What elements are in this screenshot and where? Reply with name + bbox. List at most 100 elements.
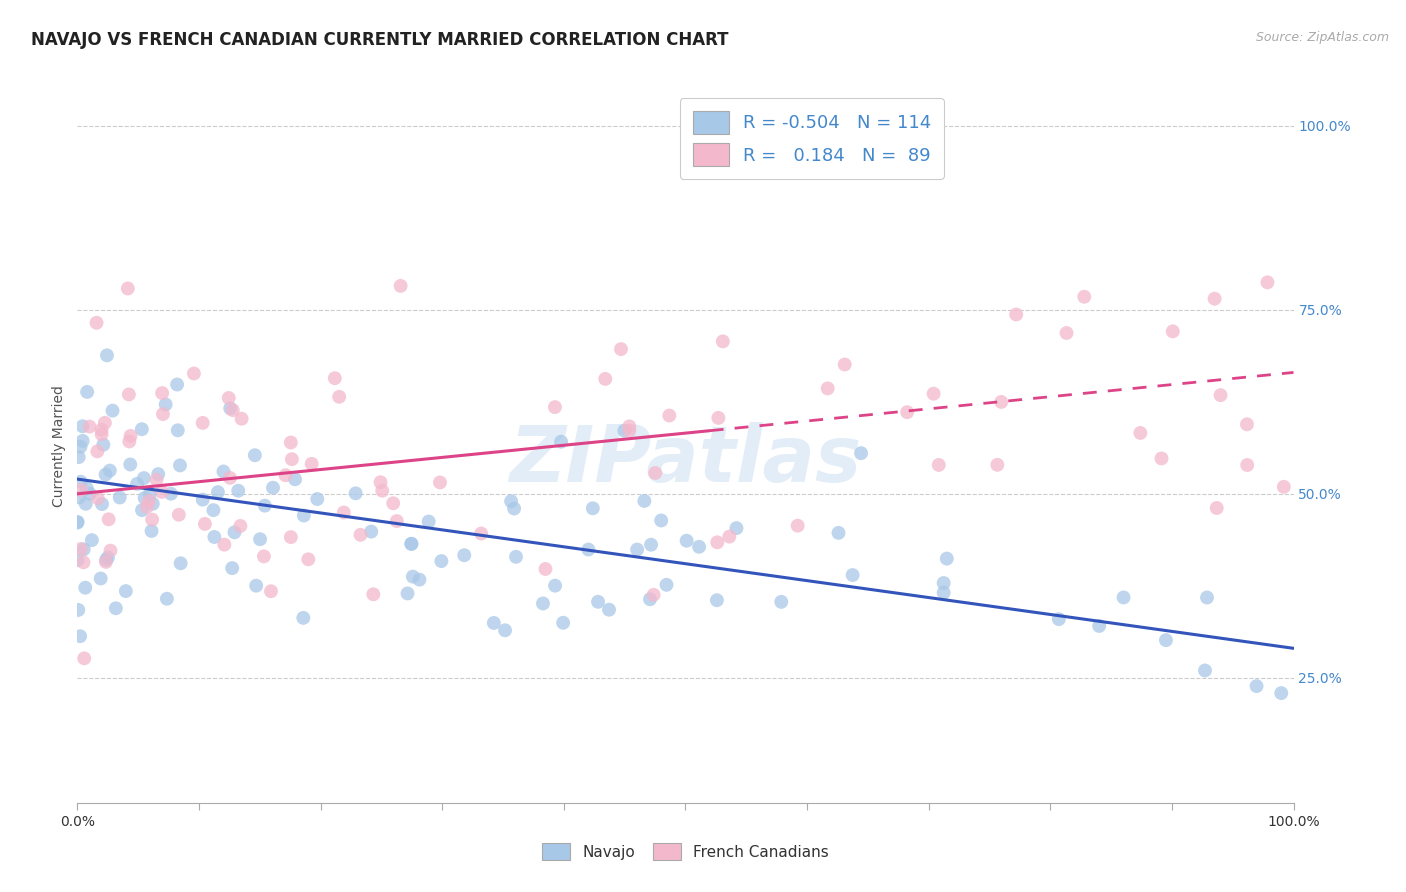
Point: [706, 535, 728, 549]
Point: [307, 491, 329, 506]
Point: [1246, 679, 1268, 693]
Point: [243, 448, 266, 462]
Point: [675, 533, 697, 548]
Point: [94, 416, 117, 430]
Point: [90, 423, 112, 437]
Point: [222, 403, 245, 417]
Point: [120, 429, 142, 443]
Point: [90, 572, 112, 586]
Point: [75, 581, 97, 595]
Point: [706, 593, 728, 607]
Point: [76, 384, 98, 399]
Point: [202, 530, 225, 544]
Point: [212, 465, 235, 479]
Point: [280, 435, 302, 450]
Point: [1236, 417, 1258, 432]
Point: [100, 543, 122, 558]
Point: [650, 514, 672, 528]
Point: [115, 584, 138, 599]
Point: [280, 530, 302, 544]
Point: [1195, 591, 1218, 605]
Text: NAVAJO VS FRENCH CANADIAN CURRENTLY MARRIED CORRELATION CHART: NAVAJO VS FRENCH CANADIAN CURRENTLY MARR…: [31, 31, 728, 49]
Point: [1129, 425, 1152, 440]
Point: [595, 372, 617, 386]
Point: [98, 464, 121, 478]
Point: [505, 549, 527, 564]
Point: [80, 533, 103, 548]
Point: [262, 481, 284, 495]
Point: [131, 503, 153, 517]
Point: [1204, 292, 1226, 306]
Point: [145, 473, 167, 487]
Point: [328, 390, 350, 404]
Point: [150, 485, 173, 500]
Point: [131, 422, 153, 436]
Point: [118, 387, 141, 401]
Point: [94, 555, 117, 569]
Point: [408, 573, 430, 587]
Point: [141, 524, 163, 538]
Point: [586, 595, 609, 609]
Point: [613, 424, 636, 438]
Point: [86, 444, 108, 458]
Point: [643, 588, 665, 602]
Point: [138, 494, 160, 508]
Point: [69, 440, 91, 454]
Point: [576, 542, 599, 557]
Point: [75, 497, 97, 511]
Point: [141, 513, 163, 527]
Legend: Navajo, French Canadians: Navajo, French Canadians: [536, 837, 835, 866]
Point: [1272, 480, 1295, 494]
Point: [385, 514, 408, 528]
Point: [655, 578, 678, 592]
Point: [633, 494, 655, 508]
Point: [827, 525, 849, 540]
Point: [292, 508, 315, 523]
Point: [360, 524, 382, 539]
Point: [72, 555, 94, 569]
Point: [922, 386, 945, 401]
Point: [108, 491, 131, 505]
Point: [1236, 458, 1258, 472]
Point: [245, 579, 267, 593]
Point: [986, 458, 1008, 472]
Point: [935, 551, 957, 566]
Point: [148, 467, 170, 482]
Point: [707, 411, 730, 425]
Point: [1047, 612, 1070, 626]
Point: [1112, 591, 1135, 605]
Point: [553, 615, 575, 630]
Point: [125, 476, 148, 491]
Point: [191, 492, 214, 507]
Point: [79, 419, 101, 434]
Point: [550, 434, 572, 449]
Point: [202, 503, 225, 517]
Point: [470, 526, 492, 541]
Text: ZIPatlas: ZIPatlas: [509, 422, 862, 499]
Point: [401, 537, 423, 551]
Y-axis label: Currently Married: Currently Married: [52, 385, 66, 507]
Point: [67, 491, 90, 505]
Point: [849, 446, 872, 460]
Point: [598, 602, 620, 616]
Point: [66, 515, 89, 529]
Point: [582, 501, 605, 516]
Point: [260, 584, 283, 599]
Point: [619, 424, 641, 438]
Point: [725, 521, 748, 535]
Point: [1056, 326, 1078, 340]
Point: [69, 542, 91, 557]
Point: [166, 423, 188, 437]
Point: [150, 386, 173, 401]
Point: [231, 411, 253, 425]
Point: [371, 483, 394, 498]
Point: [221, 561, 243, 575]
Point: [87, 491, 110, 506]
Point: [281, 452, 304, 467]
Point: [418, 515, 440, 529]
Point: [194, 516, 217, 531]
Point: [1150, 451, 1173, 466]
Point: [169, 458, 191, 473]
Point: [370, 475, 392, 490]
Point: [73, 542, 96, 557]
